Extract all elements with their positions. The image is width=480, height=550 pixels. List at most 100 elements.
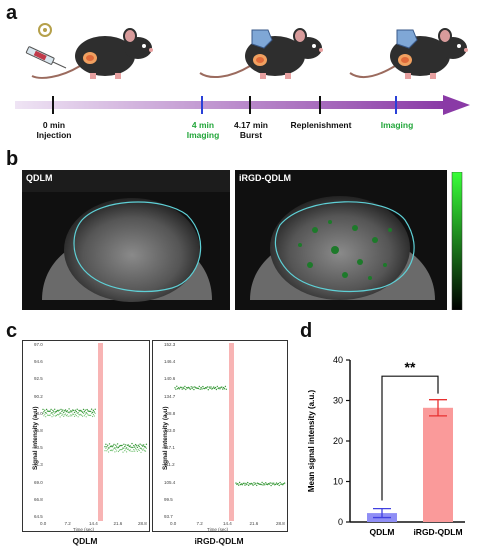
trace-point — [283, 482, 286, 484]
trace-point — [272, 483, 274, 485]
trace-point — [125, 444, 127, 446]
trace-point — [274, 483, 277, 486]
trace-ytick: 93.7 — [164, 514, 173, 519]
trace-point — [108, 447, 111, 449]
trace-point — [260, 483, 262, 486]
trace-point — [136, 446, 139, 449]
trace-point — [119, 449, 121, 451]
trace-point — [121, 448, 123, 450]
timeline-label-injection: 0 min Injection — [36, 120, 72, 140]
trace-point — [244, 484, 246, 486]
trace-point — [135, 448, 137, 450]
trace-point — [235, 482, 237, 484]
trace-point — [94, 408, 96, 410]
trace-point — [184, 385, 186, 388]
trace-point — [215, 388, 218, 391]
trace-point — [69, 411, 71, 413]
trace-point — [132, 450, 134, 452]
trace-point — [59, 416, 61, 418]
trace-point — [205, 387, 208, 389]
trace-point — [77, 416, 79, 418]
trace-point — [270, 484, 272, 487]
trace-point — [182, 386, 184, 389]
trace-svg-irgd — [174, 343, 286, 521]
trace-point — [223, 388, 226, 390]
trace-point — [238, 481, 241, 484]
trace-point — [46, 414, 49, 416]
trace-point — [115, 448, 117, 450]
trace-point — [143, 444, 145, 446]
trace-point — [106, 450, 108, 452]
trace-point — [94, 412, 96, 414]
trace-point — [107, 448, 109, 450]
trace-point — [74, 409, 77, 411]
trace-point — [208, 386, 210, 388]
trace-point — [221, 386, 223, 388]
trace-point — [278, 484, 280, 487]
trace-point — [142, 449, 144, 451]
trace-point — [104, 446, 106, 448]
trace-point — [218, 387, 220, 389]
trace-point — [192, 386, 194, 388]
trace-point — [276, 483, 279, 486]
trace-point — [277, 482, 279, 485]
trace-point — [131, 442, 133, 445]
trace-xtick: 28.8 — [138, 521, 147, 526]
trace-point — [140, 447, 142, 449]
significance-label: ** — [405, 359, 416, 375]
trace-point — [61, 410, 63, 413]
trace-point — [116, 450, 118, 452]
trace-point — [135, 449, 138, 451]
trace-point — [52, 409, 54, 412]
trace-point — [85, 416, 87, 418]
trace-point — [190, 386, 192, 388]
trace-point — [105, 443, 107, 445]
trace-point — [82, 412, 85, 414]
trace-point — [204, 387, 206, 390]
panel-label-a: a — [6, 2, 18, 24]
trace-point — [52, 413, 54, 415]
trace-caption-qdlm: QDLM — [72, 536, 98, 546]
timeline-label-reimaging: Imaging — [380, 120, 414, 130]
trace-ytick: 94.6 — [34, 359, 43, 365]
trace-point — [114, 451, 116, 453]
trace-point — [247, 484, 250, 486]
trace-point — [71, 411, 73, 413]
trace-point — [66, 410, 68, 412]
trace-point — [141, 444, 143, 446]
trace-point — [113, 443, 115, 446]
trace-point — [49, 410, 51, 412]
trace-point — [136, 450, 138, 452]
trace-point — [279, 481, 281, 484]
y-tick-label: 10 — [333, 477, 343, 487]
trace-point — [185, 388, 187, 391]
trace-point — [82, 415, 84, 417]
trace-ytick: 66.8 — [34, 496, 43, 502]
trace-point — [83, 415, 85, 417]
trace-point — [121, 444, 123, 447]
trace-point — [268, 483, 270, 485]
trace-point — [112, 449, 114, 451]
bar-irgd-qdlm — [423, 407, 453, 522]
trace-point — [253, 482, 255, 484]
trace-point — [90, 410, 92, 413]
trace-point — [80, 413, 82, 415]
trace-point — [201, 388, 203, 390]
trace-point — [42, 412, 44, 414]
trace-point — [117, 450, 120, 453]
trace-xtick: 7.2 — [64, 521, 71, 526]
trace-point — [237, 483, 239, 485]
timeline-label-burst: 4.17 min Burst — [233, 120, 269, 140]
trace-ytick: 64.5 — [34, 514, 43, 519]
trace-point — [134, 443, 137, 446]
trace-xtick: 28.8 — [276, 521, 285, 526]
trace-point — [214, 386, 217, 389]
trace-point — [64, 414, 66, 416]
trace-point — [111, 450, 113, 452]
trace-point — [84, 409, 86, 411]
trace-point — [145, 443, 148, 445]
trace-point — [144, 450, 147, 452]
trace-point — [90, 414, 92, 416]
trace-point — [134, 450, 136, 452]
trace-point — [241, 484, 243, 486]
